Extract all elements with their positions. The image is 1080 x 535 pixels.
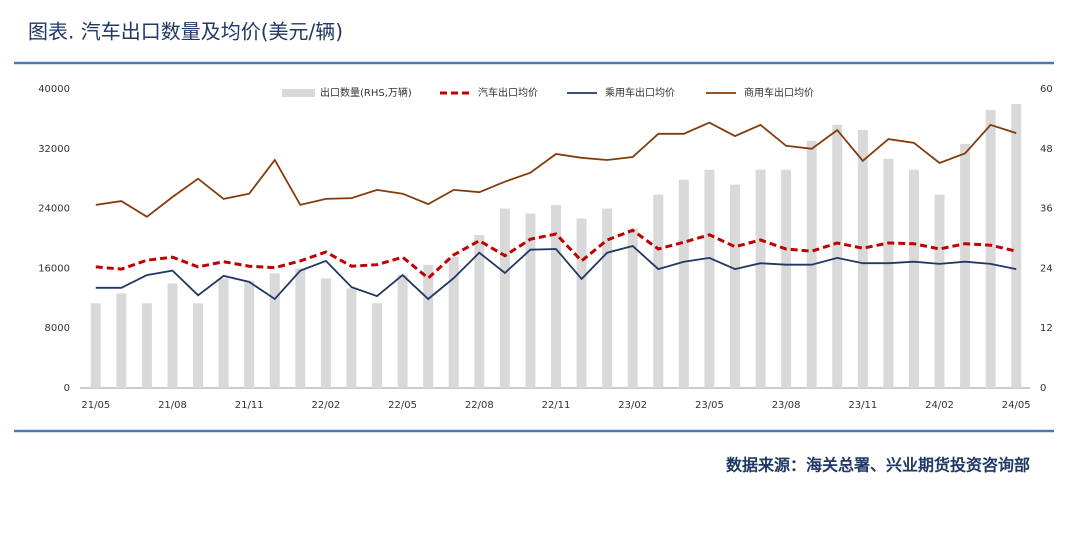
bar — [90, 303, 101, 388]
y-tick-label: 16000 — [38, 263, 70, 274]
bar — [960, 143, 971, 388]
y-tick-label: 32000 — [38, 144, 70, 155]
x-tick-label: 23/11 — [848, 400, 877, 411]
y2-tick-label: 24 — [1040, 263, 1053, 274]
bar — [244, 280, 255, 388]
bar — [985, 109, 996, 389]
bar — [397, 274, 408, 388]
bar — [448, 256, 459, 388]
x-tick-label: 22/02 — [311, 400, 340, 411]
bar — [320, 278, 331, 388]
x-tick-label: 24/02 — [925, 400, 954, 411]
x-tick-label: 23/05 — [695, 400, 724, 411]
legend-swatch — [282, 89, 315, 97]
y2-tick-label: 48 — [1040, 144, 1053, 155]
y2-tick-label: 60 — [1040, 84, 1053, 95]
bar — [269, 273, 280, 388]
y2-tick-label: 36 — [1040, 204, 1053, 215]
bar — [193, 303, 204, 388]
bar — [704, 169, 715, 388]
bar — [116, 293, 127, 388]
x-tick-label: 21/08 — [158, 400, 187, 411]
bar — [295, 268, 306, 388]
bar — [218, 278, 229, 388]
bar — [499, 208, 510, 388]
bar — [627, 228, 638, 388]
x-tick-label: 24/05 — [1002, 400, 1031, 411]
bar — [857, 129, 868, 388]
x-tick-label: 21/05 — [81, 400, 110, 411]
x-tick-label: 23/02 — [618, 400, 647, 411]
chart-title: 图表. 汽车出口数量及均价(美元/辆) — [28, 20, 343, 44]
bar — [883, 158, 894, 388]
y-tick-label: 24000 — [38, 204, 70, 215]
bar — [934, 194, 945, 388]
bar — [755, 169, 766, 388]
legend-label: 商用车出口均价 — [744, 86, 814, 99]
source-note: 数据来源：海关总署、兴业期货投资咨询部 — [726, 456, 1030, 475]
y-tick-label: 40000 — [38, 84, 70, 95]
bar — [551, 205, 561, 388]
line — [95, 228, 1017, 281]
bar — [423, 264, 434, 388]
bar — [346, 288, 357, 388]
line — [95, 245, 1017, 301]
y-tick-label: 0 — [64, 383, 70, 394]
bar — [781, 169, 792, 388]
y2-tick-label: 12 — [1040, 323, 1053, 334]
bar — [141, 303, 152, 388]
legend-label: 乘用车出口均价 — [605, 86, 675, 99]
bar — [653, 194, 664, 388]
line — [95, 121, 1017, 218]
y2-tick-label: 0 — [1040, 383, 1046, 394]
x-tick-label: 23/08 — [772, 400, 801, 411]
bar — [729, 184, 740, 388]
bar — [525, 213, 536, 388]
bar — [602, 208, 613, 388]
legend-label: 出口数量(RHS,万辆) — [320, 86, 412, 99]
x-tick-label: 22/05 — [388, 400, 417, 411]
bar — [678, 179, 689, 388]
bar — [576, 218, 587, 388]
bar — [1011, 103, 1022, 388]
bar — [372, 303, 383, 388]
bar — [474, 235, 485, 388]
y-tick-label: 8000 — [45, 323, 70, 334]
x-tick-label: 21/11 — [235, 400, 264, 411]
bar — [832, 124, 843, 388]
x-tick-label: 22/11 — [542, 400, 571, 411]
bar — [908, 169, 919, 388]
x-tick-label: 22/08 — [465, 400, 494, 411]
bar — [167, 283, 178, 388]
legend-label: 汽车出口均价 — [478, 86, 538, 99]
